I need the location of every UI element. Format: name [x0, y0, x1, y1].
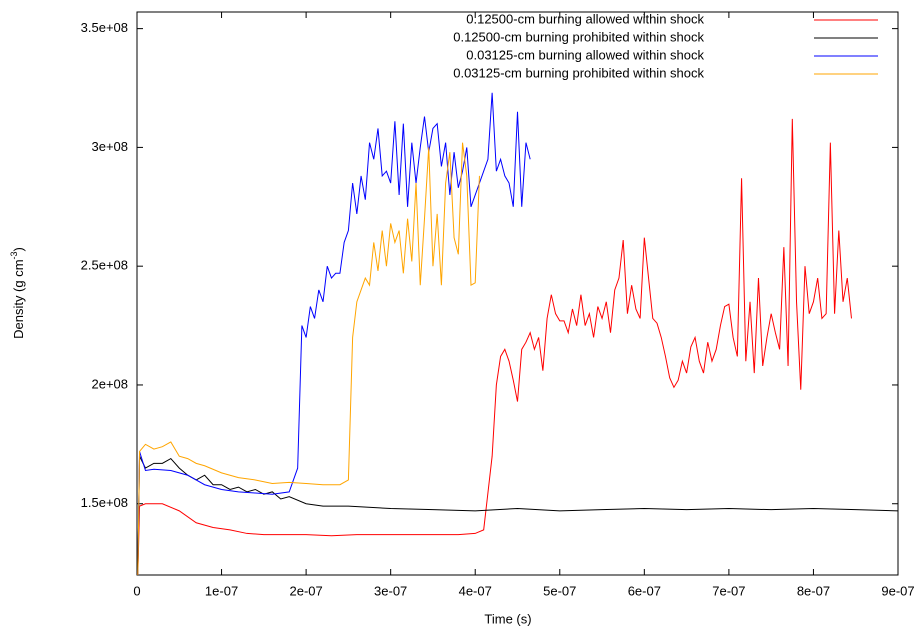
- y-tick-label: 2e+08: [91, 376, 128, 391]
- legend-label: 0.12500-cm burning allowed within shock: [466, 11, 704, 26]
- y-tick-label: 3.5e+08: [81, 20, 128, 35]
- x-tick-label: 6e-07: [628, 583, 661, 598]
- y-axis-label: Density (g cm-3): [9, 247, 26, 339]
- series-line: [137, 455, 899, 576]
- y-tick-label: 2.5e+08: [81, 258, 128, 273]
- x-tick-label: 7e-07: [712, 583, 745, 598]
- series-line: [137, 142, 480, 576]
- y-tick-label: 3e+08: [91, 139, 128, 154]
- series-line: [137, 118, 852, 576]
- plot-frame: [136, 11, 899, 576]
- x-tick-label: 5e-07: [543, 583, 576, 598]
- y-axis-label-sup: -3: [9, 251, 19, 259]
- y-tick-label: 1.5e+08: [81, 495, 128, 510]
- legend-label: 0.03125-cm burning prohibited within sho…: [453, 65, 704, 80]
- legend-label: 0.03125-cm burning allowed within shock: [466, 47, 704, 62]
- series-line: [137, 92, 531, 576]
- y-axis-label-text: Density (g cm: [11, 259, 26, 338]
- legend-label: 0.12500-cm burning prohibited within sho…: [453, 29, 704, 44]
- x-tick-label: 9e-07: [881, 583, 914, 598]
- x-axis-label: Time (s): [484, 611, 531, 626]
- x-tick-label: 4e-07: [459, 583, 492, 598]
- y-axis-label-end: ): [11, 247, 26, 251]
- x-tick-label: 2e-07: [289, 583, 322, 598]
- x-tick-label: 1e-07: [205, 583, 238, 598]
- x-tick-label: 8e-07: [797, 583, 830, 598]
- x-tick-label: 0: [133, 583, 140, 598]
- x-tick-label: 3e-07: [374, 583, 407, 598]
